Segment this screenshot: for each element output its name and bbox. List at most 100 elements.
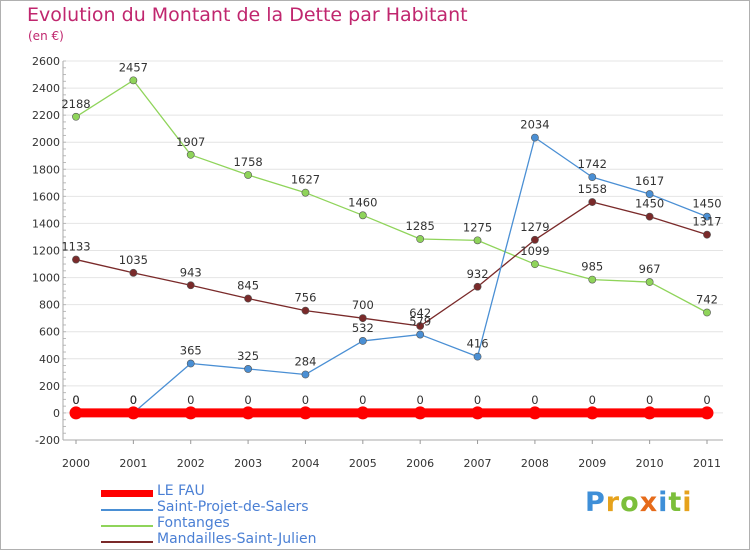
y-tick-label: 1800	[32, 163, 60, 176]
data-label: 756	[294, 291, 316, 305]
data-point	[184, 406, 198, 420]
data-point	[241, 406, 255, 420]
data-point	[531, 133, 539, 142]
y-tick-label: -200	[35, 434, 60, 447]
y-tick-label: 1600	[32, 190, 60, 203]
data-point	[703, 230, 711, 239]
data-label: 1285	[406, 219, 435, 233]
data-label: 1758	[233, 155, 262, 169]
data-label: 1275	[463, 220, 492, 234]
data-label: 325	[237, 349, 259, 363]
data-label: 365	[180, 344, 202, 358]
data-point	[244, 171, 252, 179]
x-tick-label: 2004	[291, 457, 319, 470]
data-point	[186, 281, 195, 290]
data-label: 1450	[635, 197, 664, 211]
data-label: 284	[294, 354, 316, 368]
data-point	[301, 188, 310, 197]
data-point	[356, 406, 370, 420]
legend-swatch-mandailles-saint-julien	[101, 541, 153, 543]
y-tick-label: 2400	[32, 82, 60, 95]
data-point	[244, 294, 252, 303]
data-label: 1460	[348, 195, 377, 209]
series-lines	[69, 76, 714, 420]
logo-letter: x	[639, 487, 659, 518]
data-label: 1907	[176, 135, 205, 149]
data-label: 1133	[61, 240, 90, 254]
legend-label-mandailles-saint-julien: Mandailles-Saint-Julien	[157, 531, 317, 547]
series-line-2	[75, 79, 708, 314]
data-point	[416, 235, 425, 243]
data-point	[703, 308, 711, 317]
data-point	[358, 314, 367, 323]
data-point	[700, 406, 714, 420]
x-tick-label: 2006	[406, 457, 434, 470]
y-tick-label: 1200	[32, 245, 60, 258]
data-point	[528, 406, 542, 420]
y-tick-label: 1000	[32, 272, 60, 285]
data-point	[473, 282, 482, 291]
data-point	[585, 406, 599, 420]
data-label: 1035	[119, 253, 148, 267]
legend-swatch-fontanges	[101, 525, 153, 527]
data-point	[129, 76, 138, 85]
data-point	[645, 190, 654, 198]
x-tick-label: 2002	[177, 457, 205, 470]
x-tick-label: 2001	[119, 457, 147, 470]
data-point	[645, 212, 654, 221]
data-point	[588, 173, 597, 182]
y-tick-label: 800	[39, 299, 60, 312]
data-labels: 2188 2457 1907 1758 1627 1460 1285 1275 1099 985 9…	[61, 60, 721, 407]
logo-letter: P	[585, 487, 606, 518]
grid-lines	[63, 60, 723, 441]
y-tick-label: 400	[39, 353, 60, 366]
x-tick-label: 2003	[234, 457, 262, 470]
legend-label-fontanges: Fontanges	[157, 515, 230, 531]
data-point	[298, 406, 312, 420]
chart-title: Evolution du Montant de la Dette par Hab…	[27, 4, 468, 26]
data-label: 2457	[119, 60, 148, 74]
data-label: 932	[467, 267, 489, 281]
legend-item-le-fau: LE FAU	[101, 483, 401, 501]
logo-letter: i	[658, 487, 669, 518]
data-label: 742	[696, 292, 718, 306]
data-point	[72, 112, 80, 121]
data-label: 0	[589, 393, 596, 407]
data-label: 0	[646, 393, 653, 407]
data-label: 0	[417, 393, 424, 407]
x-tick-label: 2005	[349, 457, 377, 470]
data-label: 0	[474, 393, 481, 407]
data-label: 0	[244, 393, 251, 407]
data-label: 0	[531, 393, 538, 407]
legend-swatch-le-fau	[101, 490, 153, 497]
x-tick-label: 2010	[636, 457, 664, 470]
data-point	[72, 255, 80, 264]
y-tick-label: 2600	[32, 55, 60, 68]
data-label: 0	[72, 393, 79, 407]
data-label: 0	[302, 393, 309, 407]
legend-label-saint-projet-de-salers: Saint-Projet-de-Salers	[157, 499, 309, 515]
data-label: 579	[409, 315, 431, 329]
data-label: 967	[639, 262, 661, 276]
data-label: 0	[72, 393, 79, 407]
data-point	[703, 212, 711, 221]
data-point	[531, 235, 539, 244]
data-point	[186, 359, 195, 368]
y-tick-label: 2000	[32, 136, 60, 149]
data-label: 0	[187, 393, 194, 407]
data-label: 985	[581, 260, 603, 274]
data-point	[471, 406, 485, 420]
x-tick-label: 2000	[62, 457, 90, 470]
y-tick-label: 2200	[32, 109, 60, 122]
data-label: 700	[352, 298, 374, 312]
data-label: 0	[130, 393, 137, 407]
y-tick-label: 1400	[32, 217, 60, 230]
proxiti-logo: Proxiti	[585, 487, 693, 518]
data-point	[531, 260, 539, 269]
data-point	[301, 306, 310, 315]
data-point	[126, 406, 140, 420]
data-point	[643, 406, 657, 420]
data-label: 845	[237, 279, 259, 293]
data-label: 1317	[692, 215, 721, 229]
